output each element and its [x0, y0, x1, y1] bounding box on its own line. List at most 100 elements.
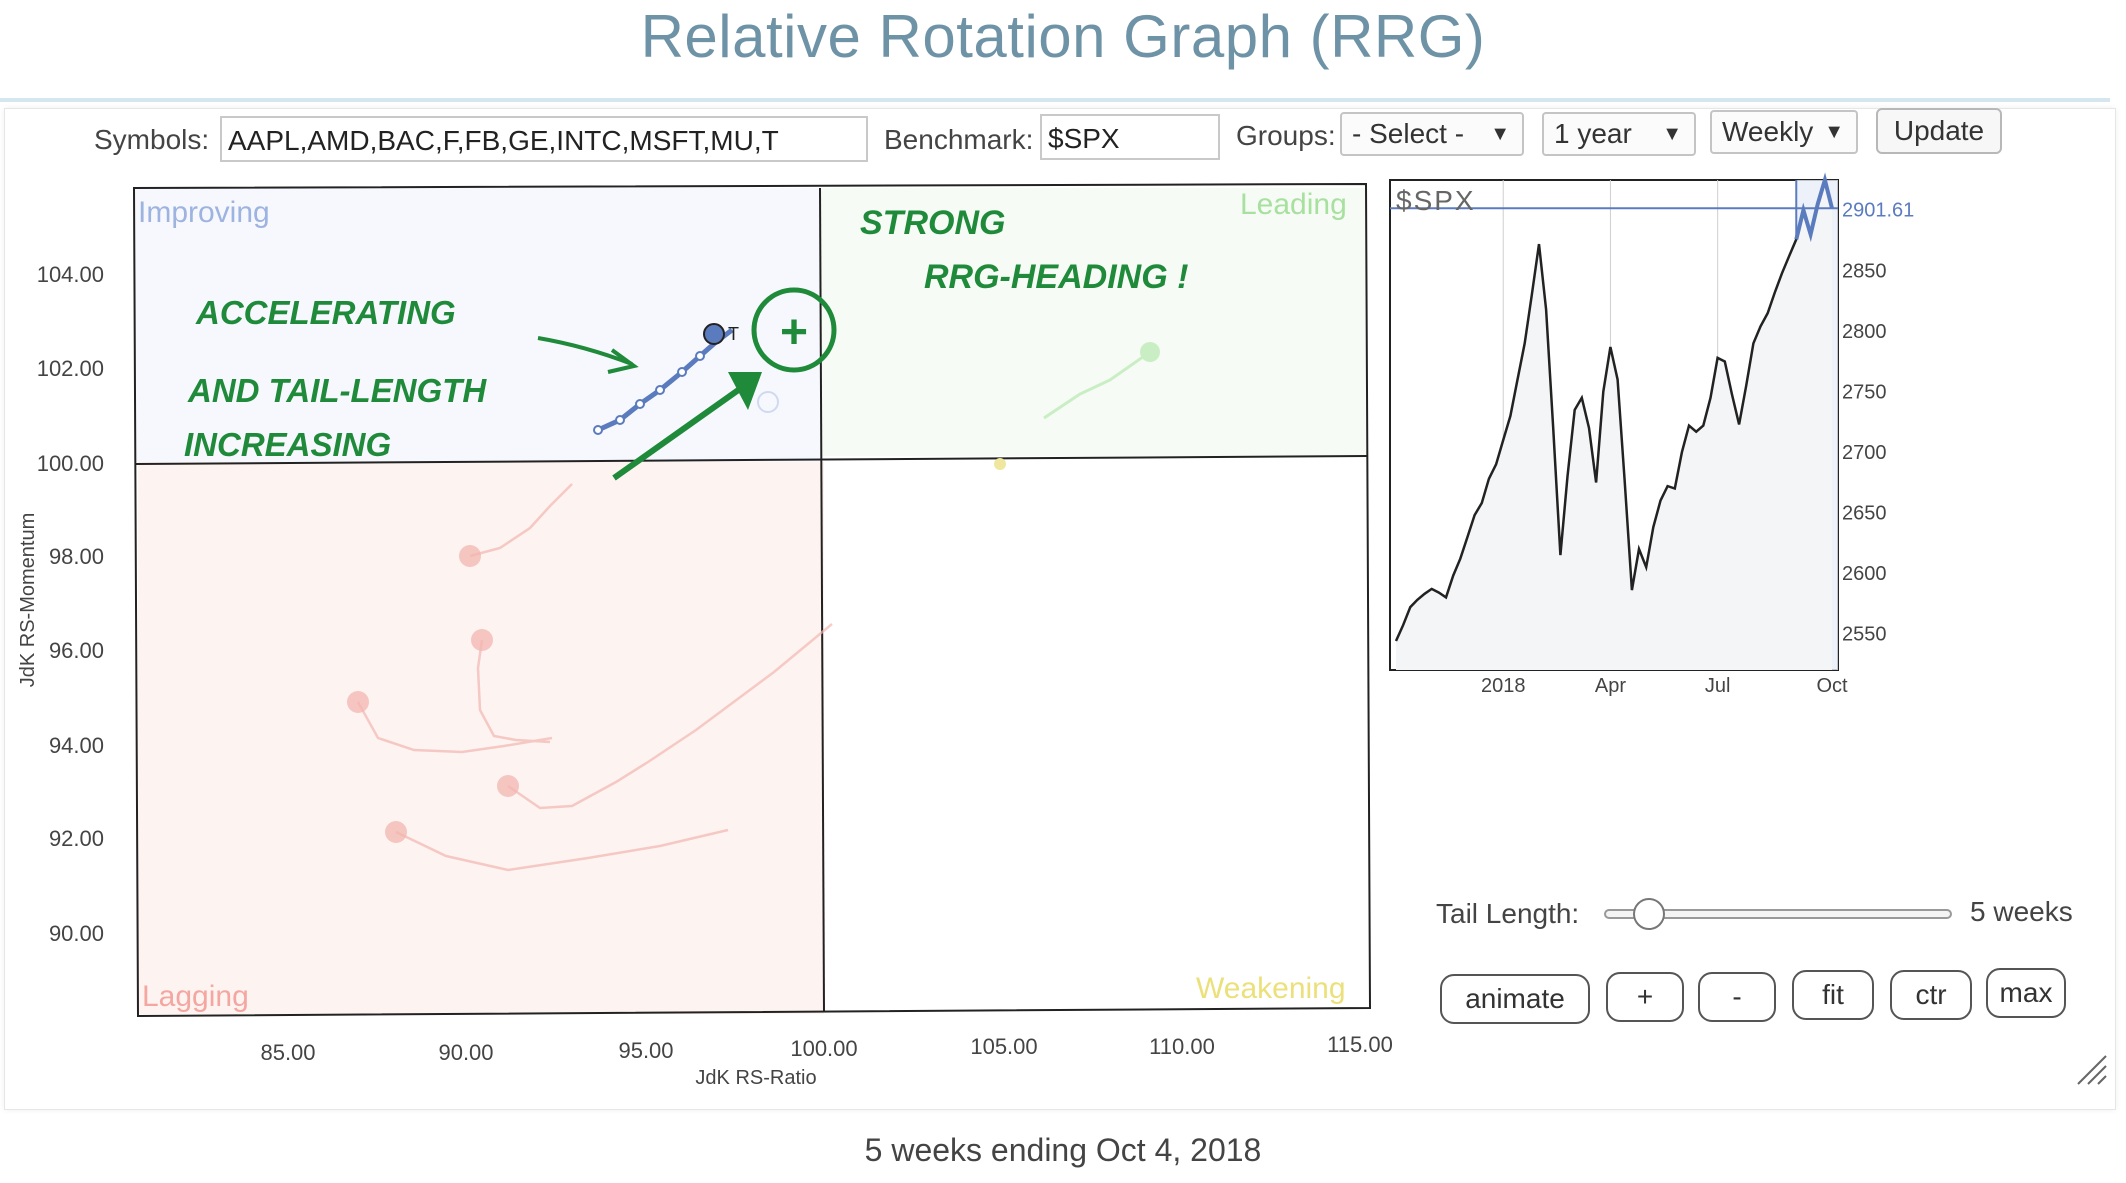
price-x-tick: Oct: [1816, 675, 1848, 697]
improving-label: Improving: [138, 196, 270, 229]
price-x-tick: Apr: [1595, 675, 1626, 697]
price-x-tick: Jul: [1705, 675, 1731, 697]
handwritten-annotations: ACCELERATING AND TAIL-LENGTH INCREASING …: [184, 204, 1188, 463]
annotation-text: INCREASING: [184, 426, 391, 463]
price-area: [1396, 180, 1832, 670]
resize-grip-icon[interactable]: [2074, 1052, 2110, 1088]
tail-point: [635, 399, 645, 409]
x-axis-ticks: 85.00 90.00 95.00 100.00 105.00 110.00 1…: [260, 1032, 1392, 1065]
highlighted-tail-points: [593, 351, 705, 435]
zoom-in-button[interactable]: +: [1606, 972, 1684, 1022]
price-y-tick: 2750: [1842, 382, 1887, 404]
price-y-tick: 2700: [1842, 442, 1887, 464]
tail-point: [593, 425, 603, 435]
period-select-value: 1 year: [1554, 118, 1632, 149]
fit-button[interactable]: fit: [1792, 970, 1874, 1020]
price-y-tick: 2550: [1842, 624, 1887, 646]
faded-leading-tail: [1043, 350, 1151, 420]
symbols-label: Symbols:: [94, 124, 210, 155]
update-button[interactable]: Update: [1876, 108, 2002, 154]
benchmark-price-chart: 2018 Apr Jul Oct 2901.61 2550 2600 2650 2700 2750…: [1389, 172, 1914, 697]
faded-tail: [395, 828, 729, 872]
faded-tail: [469, 483, 573, 558]
y-tick: 90.00: [49, 921, 104, 946]
x-tick: 105.00: [970, 1034, 1037, 1059]
zoom-out-button[interactable]: -: [1698, 972, 1776, 1022]
faded-tail: [507, 623, 833, 810]
chevron-down-icon: ▼: [1490, 123, 1510, 145]
chevron-down-icon: ▼: [1824, 121, 1844, 143]
benchmark-label: Benchmark:: [884, 124, 1034, 155]
weakening-quadrant: [824, 456, 1366, 1008]
frequency-select[interactable]: Weekly ▼: [1710, 110, 1858, 154]
tail-head: [994, 458, 1006, 470]
price-y-tick: 2800: [1842, 321, 1887, 343]
tail-length-value: 5 weeks: [1970, 896, 2073, 927]
annotation-text: AND TAIL-LENGTH: [187, 372, 487, 409]
leading-label: Leading: [1240, 188, 1347, 221]
horizontal-100-line: [135, 455, 1369, 465]
tail-point: [695, 351, 705, 361]
tail-point: [677, 367, 687, 377]
x-tick: 110.00: [1149, 1034, 1215, 1059]
tail-length-label: Tail Length:: [1436, 898, 1580, 929]
annotation-arrowhead: [607, 348, 639, 374]
y-tick: 102.00: [37, 356, 104, 381]
tail-length-slider-handle[interactable]: [1633, 898, 1666, 930]
symbols-input[interactable]: AAPL,AMD,BAC,F,FB,GE,INTC,MSFT,MU,T: [220, 116, 868, 162]
benchmark-input[interactable]: $SPX: [1040, 114, 1220, 160]
price-y-tick: 2600: [1842, 563, 1887, 585]
price-x-tick: 2018: [1481, 675, 1526, 697]
x-axis-title: JdK RS-Ratio: [695, 1067, 816, 1089]
x-tick: 90.00: [438, 1040, 493, 1065]
tail-point: [615, 415, 625, 425]
tail-head: [459, 545, 481, 567]
annotation-text: RRG-HEADING !: [924, 258, 1188, 296]
groups-select[interactable]: - Select - ▼: [1340, 112, 1524, 156]
price-y-tick: 2650: [1842, 503, 1887, 525]
groups-label: Groups:: [1236, 120, 1336, 151]
x-tick: 100.00: [790, 1036, 857, 1061]
tail-head: [471, 629, 493, 651]
plus-circle-annotation: [751, 287, 837, 373]
animate-button[interactable]: animate: [1440, 974, 1590, 1024]
date-range-caption: 5 weeks ending Oct 4, 2018: [864, 1132, 1262, 1168]
last-value-label: 2901.61: [1842, 199, 1914, 221]
period-select[interactable]: 1 year ▼: [1542, 112, 1696, 156]
center-button[interactable]: ctr: [1890, 970, 1972, 1020]
y-tick: 98.00: [49, 544, 104, 569]
title-divider: [0, 98, 2110, 102]
plus-mark: +: [780, 306, 808, 359]
frequency-select-value: Weekly: [1722, 116, 1814, 147]
x-tick: 115.00: [1327, 1032, 1393, 1057]
faded-tail: [476, 639, 551, 744]
y-tick: 96.00: [49, 638, 104, 663]
tail-head: [1140, 342, 1160, 362]
y-tick: 100.00: [37, 451, 104, 476]
plot-frame: [132, 182, 1372, 1018]
y-tick: 104.00: [37, 262, 104, 287]
weakening-label: Weakening: [1196, 972, 1346, 1005]
annotation-text: ACCELERATING: [195, 294, 456, 331]
groups-select-value: - Select -: [1352, 118, 1465, 149]
y-tick: 94.00: [49, 733, 104, 758]
annotation-arrowhead: [728, 372, 762, 410]
tail-head: [497, 775, 519, 797]
page-title: Relative Rotation Graph (RRG): [640, 3, 1486, 70]
highlighted-tail-head[interactable]: [703, 323, 725, 345]
max-button[interactable]: max: [1986, 968, 2066, 1018]
lagging-quadrant: [138, 462, 824, 1014]
tail-head: [347, 691, 369, 713]
annotation-text: STRONG: [860, 204, 1005, 242]
faded-tails: [356, 483, 833, 872]
tail-head: [385, 821, 407, 843]
price-y-tick: 2850: [1842, 261, 1887, 283]
y-axis-ticks: 104.00 102.00 100.00 98.00 96.00 94.00 9…: [37, 262, 104, 946]
price-line: [1394, 175, 1834, 642]
tail-length-track[interactable]: [1604, 909, 1952, 919]
x-tick: 85.00: [260, 1040, 315, 1065]
y-tick: 92.00: [49, 826, 104, 851]
vertical-100-line: [819, 187, 825, 1013]
price-chart-title: $SPX: [1396, 185, 1476, 216]
